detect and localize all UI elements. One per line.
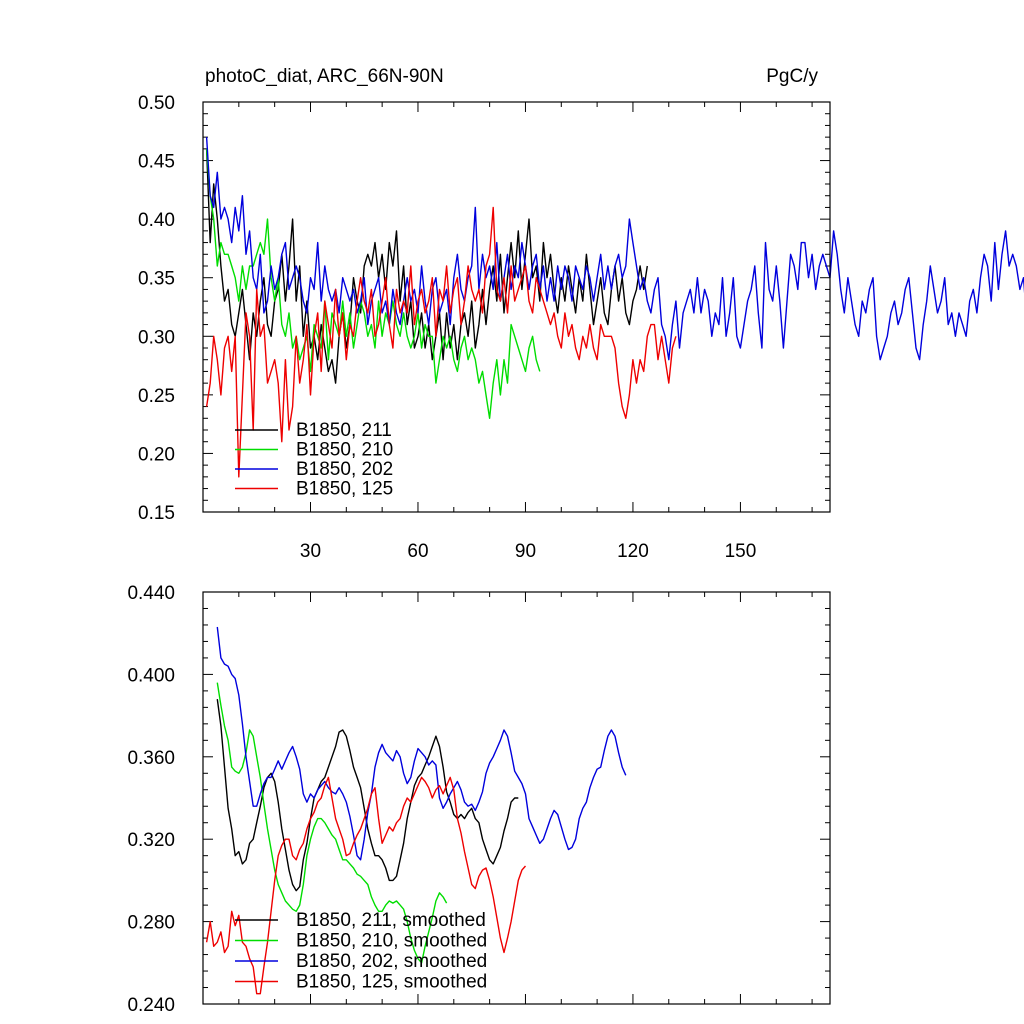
x-tick-label: 60	[407, 541, 428, 562]
y-tick-label: 0.50	[138, 93, 175, 114]
series-line	[205, 137, 1024, 361]
legend-label: B1850, 210, smoothed	[296, 931, 487, 952]
bottom-panel: 0.240 0.280 0.320 0.360 0.400 0.440 B1850, 21…	[127, 583, 831, 1016]
series-line	[216, 626, 627, 861]
y-tick-label: 0.360	[127, 748, 175, 769]
top-panel: photoC_diat, ARC_66N-90N PgC/y 0.15 0.20 0…	[138, 66, 1024, 562]
legend-label: B1850, 210	[296, 440, 393, 461]
x-tick-label: 120	[617, 541, 649, 562]
y-tick-label: 0.25	[138, 386, 175, 407]
x-tick-label: 90	[515, 541, 536, 562]
units-label: PgC/y	[766, 66, 818, 87]
series-line	[205, 776, 527, 995]
y-tick-label: 0.30	[138, 327, 175, 348]
y-tick-label: 0.280	[127, 913, 175, 934]
legend-label: B1850, 125, smoothed	[296, 972, 487, 993]
y-tick-label: 0.15	[138, 503, 175, 524]
series-line	[216, 682, 448, 964]
y-tick-label: 0.45	[138, 152, 175, 173]
series-line	[205, 148, 648, 384]
y-tick-label: 0.40	[138, 210, 175, 231]
y-tick-label: 0.320	[127, 830, 175, 851]
series-line	[205, 206, 677, 478]
legend-label: B1850, 211	[296, 420, 392, 441]
legend-label: B1850, 125	[296, 479, 393, 500]
y-tick-label: 0.400	[127, 665, 175, 686]
y-tick-label: 0.35	[138, 269, 175, 290]
y-tick-label: 0.440	[127, 583, 175, 604]
x-tick-label: 30	[300, 541, 321, 562]
plot-title: photoC_diat, ARC_66N-90N	[205, 66, 444, 87]
legend-label: B1850, 211, smoothed	[296, 910, 486, 931]
legend-label: B1850, 202, smoothed	[296, 951, 487, 972]
plot-frame	[202, 101, 831, 513]
legend-label: B1850, 202	[296, 459, 393, 480]
y-tick-label: 0.240	[127, 995, 175, 1016]
y-tick-label: 0.20	[138, 444, 175, 465]
plot-frame	[202, 591, 831, 1005]
x-tick-label: 150	[725, 541, 757, 562]
series-line	[205, 148, 541, 419]
